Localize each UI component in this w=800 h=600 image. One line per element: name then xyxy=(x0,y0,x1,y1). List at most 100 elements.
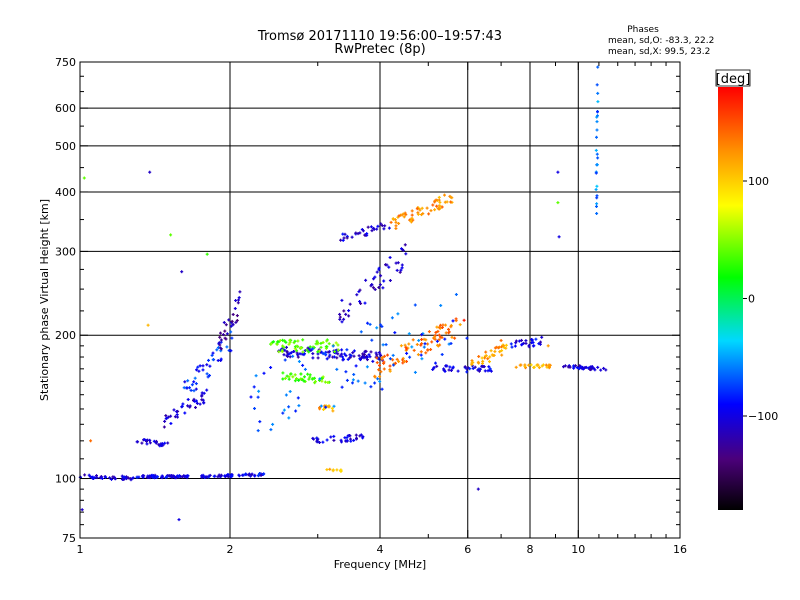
data-point xyxy=(165,476,167,479)
chart-title: Tromsø 20171110 19:56:00–19:57:43 xyxy=(257,29,502,44)
data-point xyxy=(282,338,284,342)
data-point xyxy=(313,437,315,441)
data-point xyxy=(451,196,453,200)
data-point xyxy=(576,366,578,370)
data-point xyxy=(594,368,596,372)
data-point xyxy=(288,405,290,409)
data-point xyxy=(307,372,309,376)
data-point xyxy=(380,222,382,226)
data-point xyxy=(600,368,602,372)
data-point xyxy=(285,340,287,344)
data-point xyxy=(286,354,288,358)
data-point xyxy=(596,163,598,167)
data-point xyxy=(318,441,321,444)
data-point xyxy=(250,395,252,399)
data-point xyxy=(337,343,339,347)
data-point xyxy=(595,205,598,208)
data-point xyxy=(217,475,219,479)
data-point xyxy=(131,477,133,481)
data-point xyxy=(436,343,439,347)
data-point xyxy=(290,351,292,355)
data-point xyxy=(286,374,288,378)
data-point xyxy=(332,468,334,472)
data-point xyxy=(220,338,222,342)
data-point xyxy=(333,434,335,438)
data-point xyxy=(237,298,240,302)
y-axis: 75 100 200 300 400 500 600 750 xyxy=(55,56,680,545)
data-point xyxy=(183,474,185,478)
data-point xyxy=(593,367,595,370)
data-point xyxy=(597,156,599,160)
data-point xyxy=(541,335,543,339)
data-point xyxy=(472,367,474,370)
data-point xyxy=(428,212,430,216)
data-point xyxy=(355,436,358,440)
data-point xyxy=(542,363,544,367)
data-point xyxy=(376,361,378,365)
data-point xyxy=(440,304,442,307)
data-point xyxy=(259,420,261,424)
x-axis: 1 2 4 6 8 10 16 xyxy=(77,62,687,556)
data-point xyxy=(205,475,207,479)
data-point xyxy=(501,349,503,353)
data-point xyxy=(384,224,386,228)
data-point xyxy=(352,378,354,382)
data-point xyxy=(201,391,203,395)
data-point xyxy=(421,338,423,341)
data-point xyxy=(164,419,166,423)
data-point xyxy=(340,469,342,473)
data-point xyxy=(400,213,402,217)
data-point xyxy=(351,381,354,385)
data-point xyxy=(231,319,233,323)
data-point xyxy=(149,438,151,442)
data-point xyxy=(380,274,382,278)
data-point xyxy=(285,393,287,397)
data-point xyxy=(195,368,198,372)
data-point xyxy=(501,353,503,357)
data-point xyxy=(444,369,446,373)
data-point xyxy=(193,397,195,401)
data-point xyxy=(441,205,443,209)
data-point xyxy=(130,478,132,482)
data-point xyxy=(406,351,408,355)
data-point xyxy=(383,367,385,371)
data-point xyxy=(596,83,598,87)
data-point xyxy=(438,195,440,199)
data-point xyxy=(385,343,387,347)
data-point xyxy=(172,474,174,478)
data-point xyxy=(330,435,332,439)
data-point xyxy=(418,339,420,342)
data-point xyxy=(427,348,429,352)
data-point xyxy=(603,366,605,370)
data-point xyxy=(238,473,240,477)
data-point xyxy=(402,358,404,362)
colorbar: [deg] 100 0 −100 xyxy=(715,69,778,510)
data-point xyxy=(206,388,208,392)
data-point xyxy=(505,343,507,347)
data-point xyxy=(372,277,375,281)
data-point xyxy=(95,474,98,478)
data-point xyxy=(411,345,413,349)
data-point xyxy=(435,198,437,202)
data-point xyxy=(300,346,302,350)
data-point xyxy=(279,339,281,342)
data-point xyxy=(283,408,285,412)
colorbar-tick-label: 100 xyxy=(748,175,769,188)
data-point xyxy=(195,399,198,403)
data-point xyxy=(278,350,280,354)
data-point xyxy=(312,345,314,349)
data-point xyxy=(297,339,299,343)
data-point xyxy=(92,475,94,479)
data-point xyxy=(405,345,407,349)
data-point xyxy=(573,365,575,369)
data-point xyxy=(138,475,140,479)
data-point xyxy=(448,331,450,335)
data-point xyxy=(81,508,83,512)
data-point xyxy=(485,350,487,354)
data-point xyxy=(254,474,256,478)
data-point xyxy=(289,372,292,376)
data-point xyxy=(355,364,357,368)
data-point xyxy=(231,336,233,340)
data-point xyxy=(353,438,355,442)
data-point xyxy=(207,358,210,362)
